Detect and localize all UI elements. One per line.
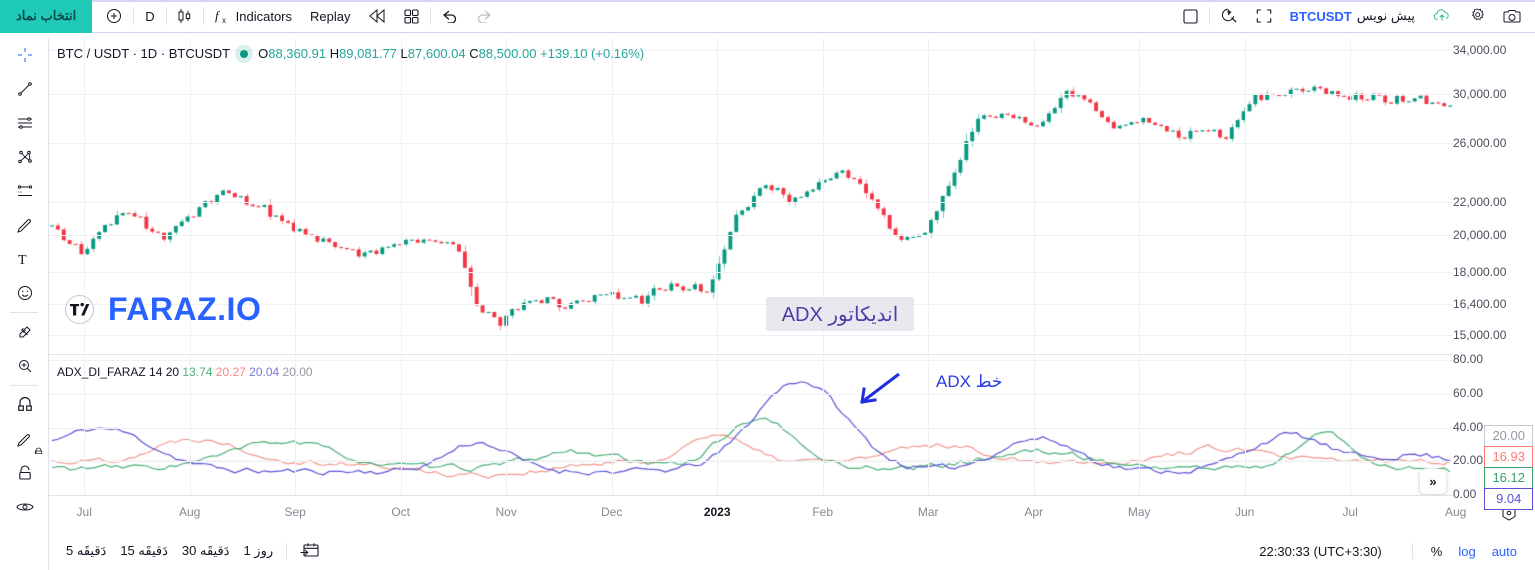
svg-text:T: T [18, 253, 27, 267]
svg-text:f: f [215, 8, 221, 23]
svg-text:x: x [222, 16, 226, 24]
